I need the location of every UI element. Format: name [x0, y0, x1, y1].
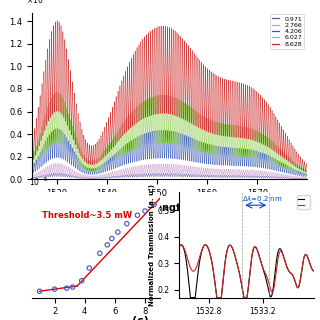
8.628	[134, 101, 138, 105]
Point	[87, 266, 92, 271]
Point	[109, 236, 114, 241]
2.766	[97, 173, 101, 177]
Point	[79, 278, 84, 283]
4.206	[153, 152, 157, 156]
Y-axis label: Normalized Tranmission (a. u.): Normalized Tranmission (a. u.)	[148, 184, 155, 306]
8.628	[153, 99, 157, 103]
4.206	[55, 127, 59, 131]
0.971	[305, 177, 309, 181]
8.628	[97, 140, 101, 143]
Text: Threshold~3.5 mW: Threshold~3.5 mW	[42, 212, 132, 220]
8.628	[94, 159, 98, 163]
Text: $\times10^{-8}$: $\times10^{-8}$	[27, 0, 52, 6]
Text: (c): (c)	[132, 316, 149, 320]
6.027	[94, 167, 98, 171]
4.206	[97, 165, 101, 169]
Point	[37, 289, 42, 294]
0.971	[303, 177, 307, 181]
8.628	[55, 19, 59, 23]
0.971	[134, 174, 138, 178]
2.766	[30, 174, 34, 178]
Line: 6.027: 6.027	[32, 92, 307, 176]
Legend: , : ,	[297, 195, 310, 209]
Point	[124, 221, 129, 226]
Point	[70, 284, 75, 290]
4.206	[303, 174, 307, 178]
2.766	[95, 174, 99, 178]
6.027	[303, 172, 307, 176]
Text: $10^{-5}$: $10^{-5}$	[29, 175, 49, 188]
6.027	[305, 174, 309, 178]
Point	[135, 213, 140, 218]
0.971	[95, 176, 99, 180]
Point	[142, 208, 148, 213]
4.206	[134, 153, 138, 157]
4.206	[94, 172, 98, 175]
0.971	[55, 171, 59, 175]
Line: 2.766: 2.766	[32, 163, 307, 179]
Line: 0.971: 0.971	[32, 173, 307, 179]
X-axis label: Wavelength (nm): Wavelength (nm)	[122, 204, 217, 213]
6.027	[97, 156, 101, 160]
Point	[105, 242, 110, 247]
4.206	[95, 167, 99, 171]
Text: $\Delta\lambda$=0.2 nm: $\Delta\lambda$=0.2 nm	[242, 194, 283, 203]
Line: 8.628: 8.628	[32, 21, 307, 173]
2.766	[94, 175, 98, 179]
0.971	[97, 176, 101, 180]
2.766	[55, 161, 59, 165]
Legend: 0.971, 2.766, 4.206, 6.027, 8.628: 0.971, 2.766, 4.206, 6.027, 8.628	[270, 14, 304, 49]
6.027	[153, 134, 157, 138]
6.027	[30, 162, 34, 166]
0.971	[94, 177, 98, 180]
2.766	[153, 170, 157, 173]
4.206	[30, 168, 34, 172]
2.766	[305, 177, 309, 180]
2.766	[303, 176, 307, 180]
Point	[97, 251, 102, 256]
Point	[64, 285, 69, 291]
6.027	[134, 136, 138, 140]
Point	[115, 229, 120, 235]
Line: 4.206: 4.206	[32, 129, 307, 177]
6.027	[95, 159, 99, 163]
Point	[52, 287, 57, 292]
0.971	[153, 174, 157, 178]
2.766	[134, 170, 138, 173]
0.971	[30, 176, 34, 180]
8.628	[95, 144, 99, 148]
Point	[151, 202, 156, 207]
6.027	[55, 90, 59, 94]
8.628	[30, 149, 34, 153]
8.628	[305, 171, 309, 175]
8.628	[303, 168, 307, 172]
4.206	[305, 175, 309, 179]
